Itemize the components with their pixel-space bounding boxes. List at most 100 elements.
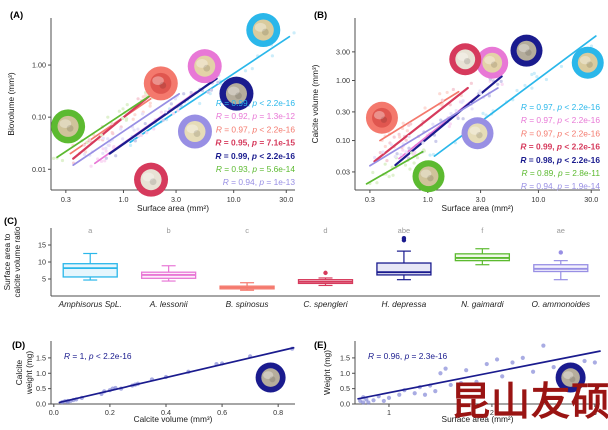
y-tick-label-A: 1.00: [32, 61, 46, 70]
y-axis-label-B: Calcite volume (mm³): [310, 64, 320, 143]
y-axis-label-D: Calcite: [14, 359, 24, 385]
species-icon-ammonoides: [177, 114, 212, 149]
stat-label-lessonii: R = 0.92, p = 1.3e-12: [216, 111, 296, 121]
y-axis-label-E: Weight (mg): [322, 350, 332, 395]
panel-tag-E: (E): [314, 340, 327, 351]
y-tick-label-E: 0.5: [340, 384, 350, 393]
x-tick-label-B: 1.0: [423, 195, 433, 204]
boxplot-amphisorus: [62, 252, 118, 281]
y-tick-label-C: 15: [38, 241, 46, 250]
y-tick-label-A: 0.10: [32, 113, 46, 122]
stat-label-gaimardi: R = 0.89, p = 2.8e-11: [521, 168, 600, 178]
regression-line-ammonoides: [369, 87, 499, 167]
regression-line-ammonoides: [72, 93, 180, 166]
x-tick-label-A: 0.3: [61, 195, 71, 204]
significance-letter-lessonii: b: [167, 226, 171, 235]
category-label-gaimardi: N. gaimardi: [461, 299, 505, 309]
stat-label-spengleri: R = 0.99, p < 2.2e-16: [520, 142, 600, 152]
y-tick-label-B: 3.00: [336, 47, 350, 56]
species-icon-amphisorus: [246, 13, 281, 48]
x-tick-label-B: 0.3: [365, 195, 375, 204]
x-tick-label-D: 0.2: [105, 408, 115, 417]
x-tick-label-B: 3.0: [476, 195, 486, 204]
y-tick-label-D: 0.0: [36, 400, 46, 409]
y-tick-label-E: 0.0: [340, 400, 350, 409]
x-tick-label-A: 30.0: [279, 195, 293, 204]
regression-line-depressa: [394, 75, 503, 167]
y-axis-label-C: Surface area to: [2, 233, 12, 290]
species-icon-gaimardi: [412, 160, 445, 193]
species-icon-depressa: [510, 34, 543, 67]
regression-line-amphisorus: [129, 35, 291, 144]
scatter-points-gaimardi: [51, 88, 155, 163]
y-tick-label-D: 1.0: [36, 369, 46, 378]
significance-letter-gaimardi: f: [481, 226, 484, 235]
regression-line-depressa: [108, 77, 218, 155]
scatter-points-ammonoides: [373, 89, 492, 160]
y-axis-label-D: weight (mg): [24, 351, 34, 396]
regression-line-depressa: [357, 350, 601, 400]
stat-label-ammonoides: R = 0.94, p = 1.9e-14: [521, 181, 601, 191]
stat-label-D: R = 1, p < 2.2e-16: [64, 351, 132, 361]
x-axis-label-A: Surface area (mm²): [137, 203, 209, 213]
significance-letter-depressa: abe: [398, 226, 411, 235]
x-tick-label-D: 0.8: [273, 408, 283, 417]
x-tick-label-E: 1: [387, 408, 391, 417]
species-icon-depressa: [219, 76, 254, 111]
category-label-ammonoides: O. ammonoides: [531, 299, 590, 309]
species-icon-spengleri: [449, 43, 482, 76]
regression-line-amphisorus: [433, 35, 597, 157]
stat-label-depressa: R = 0.99, p < 2.2e-16: [215, 151, 295, 161]
y-tick-label-C: 10: [38, 258, 46, 267]
y-tick-label-D: 0.5: [36, 384, 46, 393]
significance-letter-spinosus: c: [245, 226, 249, 235]
regression-line-gaimardi: [365, 150, 424, 185]
y-tick-label-E: 1.0: [340, 369, 350, 378]
boxplot-gaimardi: [454, 248, 511, 266]
regression-line-depressa: [58, 346, 295, 404]
category-label-spinosus: B. spinosus: [226, 299, 269, 309]
y-tick-label-B: 0.30: [336, 107, 350, 116]
species-icon-lessonii: [476, 46, 509, 79]
stat-label-lessonii: R = 0.97, p < 2.2e-16: [521, 115, 601, 125]
species-icon-spengleri: [134, 162, 169, 197]
boxplot-depressa: [376, 236, 432, 281]
stat-label-E: R = 0.96, p = 2.3e-16: [368, 351, 448, 361]
panel-tag-D: (D): [12, 340, 25, 351]
stat-label-spinosus: R = 0.97, p < 2.2e-16: [216, 124, 296, 134]
regression-line-gaimardi: [56, 95, 150, 159]
x-tick-label-D: 0.6: [217, 408, 227, 417]
category-label-spengleri: C. spengleri: [303, 299, 348, 309]
x-tick-label-B: 10.0: [531, 195, 545, 204]
y-tick-label-B: 0.10: [336, 136, 350, 145]
x-axis-label-B: Surface area (mm²): [442, 203, 514, 213]
significance-letter-ammonoides: ae: [557, 226, 565, 235]
x-tick-label-D: 0.0: [49, 408, 59, 417]
y-tick-label-B: 0.03: [336, 167, 350, 176]
stat-label-amphisorus: R = 0.99, p < 2.2e-16: [216, 98, 296, 108]
stat-label-gaimardi: R = 0.93, p = 5.6e-14: [216, 164, 296, 174]
stat-label-depressa: R = 0.98, p < 2.2e-16: [520, 155, 600, 165]
x-tick-label-E: 2: [490, 408, 494, 417]
category-label-lessonii: A. lessonii: [149, 299, 189, 309]
regression-line-spengleri: [373, 86, 469, 163]
y-tick-label-E: 1.5: [340, 353, 350, 362]
y-axis-label-C: calcite volume ratio: [12, 226, 22, 297]
species-icon-depressa: [255, 362, 286, 393]
category-label-amphisorus: Amphisorus SpL.: [58, 299, 122, 309]
species-icon-lessonii: [187, 49, 222, 84]
x-tick-label-A: 10.0: [227, 195, 241, 204]
y-tick-label-C: 5: [42, 275, 46, 284]
x-tick-label-E: 3: [593, 408, 597, 417]
y-tick-label-B: 1.00: [336, 76, 350, 85]
x-tick-label-A: 1.0: [118, 195, 128, 204]
stat-label-spinosus: R = 0.97, p < 2.2e-16: [521, 128, 601, 138]
stat-label-spengleri: R = 0.95, p = 7.1e-15: [215, 138, 295, 148]
y-tick-label-D: 1.5: [36, 353, 46, 362]
y-axis-label-A: Biovolume (mm³): [6, 72, 16, 135]
x-tick-label-B: 30.0: [584, 195, 598, 204]
boxplot-ammonoides: [533, 250, 589, 281]
panel-tag-C: (C): [4, 216, 17, 227]
significance-letter-amphisorus: a: [88, 226, 93, 235]
